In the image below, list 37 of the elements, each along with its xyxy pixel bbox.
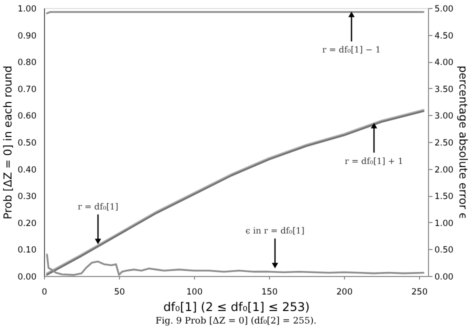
y2-tick-label: 2.50 (434, 138, 454, 148)
y-axis-title: Prob [ΔZ = 0] in each round (2, 66, 15, 220)
x-tick-label: 50 (114, 288, 125, 298)
x-tick-label: 100 (186, 288, 203, 298)
y2-tick-label: 2.00 (434, 165, 454, 176)
annotation: r = df₀[1] (78, 202, 118, 212)
y2-tick-label: 1.50 (434, 192, 454, 202)
y2-tick-label: 0.50 (434, 246, 454, 256)
y2-tick-label: 3.50 (434, 84, 454, 95)
annotation: r = df₀[1] − 1 (322, 46, 381, 56)
line-series (46, 254, 424, 276)
y-tick-label: 0.10 (18, 246, 36, 256)
y-tick-label: 0.80 (18, 58, 36, 68)
annotation: r = df₀[1] + 1 (344, 156, 404, 167)
y-tick-label: 1.00 (18, 4, 36, 14)
x-tick-label: 0 (42, 288, 48, 298)
y2-tick-label: 4.50 (434, 31, 454, 42)
caption: Fig. 9 Prob [ΔZ = 0] (df₀[2] = 255). (156, 316, 317, 326)
y-tick-label: 0.50 (18, 138, 36, 148)
y-tick-label: 0.70 (18, 84, 36, 95)
x-tick-label: 200 (336, 288, 353, 298)
y-tick-label: 0.60 (18, 112, 36, 122)
y-tick-label: 0.00 (18, 272, 36, 282)
y2-axis-title: percentage absolute error ϵ (456, 66, 470, 220)
y2-tick-label: 3.00 (434, 112, 454, 122)
y2-tick-label: 4.00 (434, 58, 454, 68)
y-tick-label: 0.90 (18, 31, 36, 42)
y-tick-label: 0.20 (18, 218, 36, 229)
y-tick-label: 0.40 (18, 165, 36, 176)
annotation: ϵ in r = df₀[1] (246, 226, 304, 236)
y2-tick-label: 5.00 (434, 4, 454, 14)
y2-tick-label: 0.00 (434, 272, 454, 282)
y2-tick-label: 1.00 (434, 218, 454, 229)
x-axis-title: df₀[1] (2 ≤ df₀[1] ≤ 253) (163, 300, 310, 314)
y-tick-label: 0.30 (18, 192, 36, 202)
x-tick-label: 250 (411, 288, 428, 298)
x-tick-label: 150 (261, 288, 278, 298)
